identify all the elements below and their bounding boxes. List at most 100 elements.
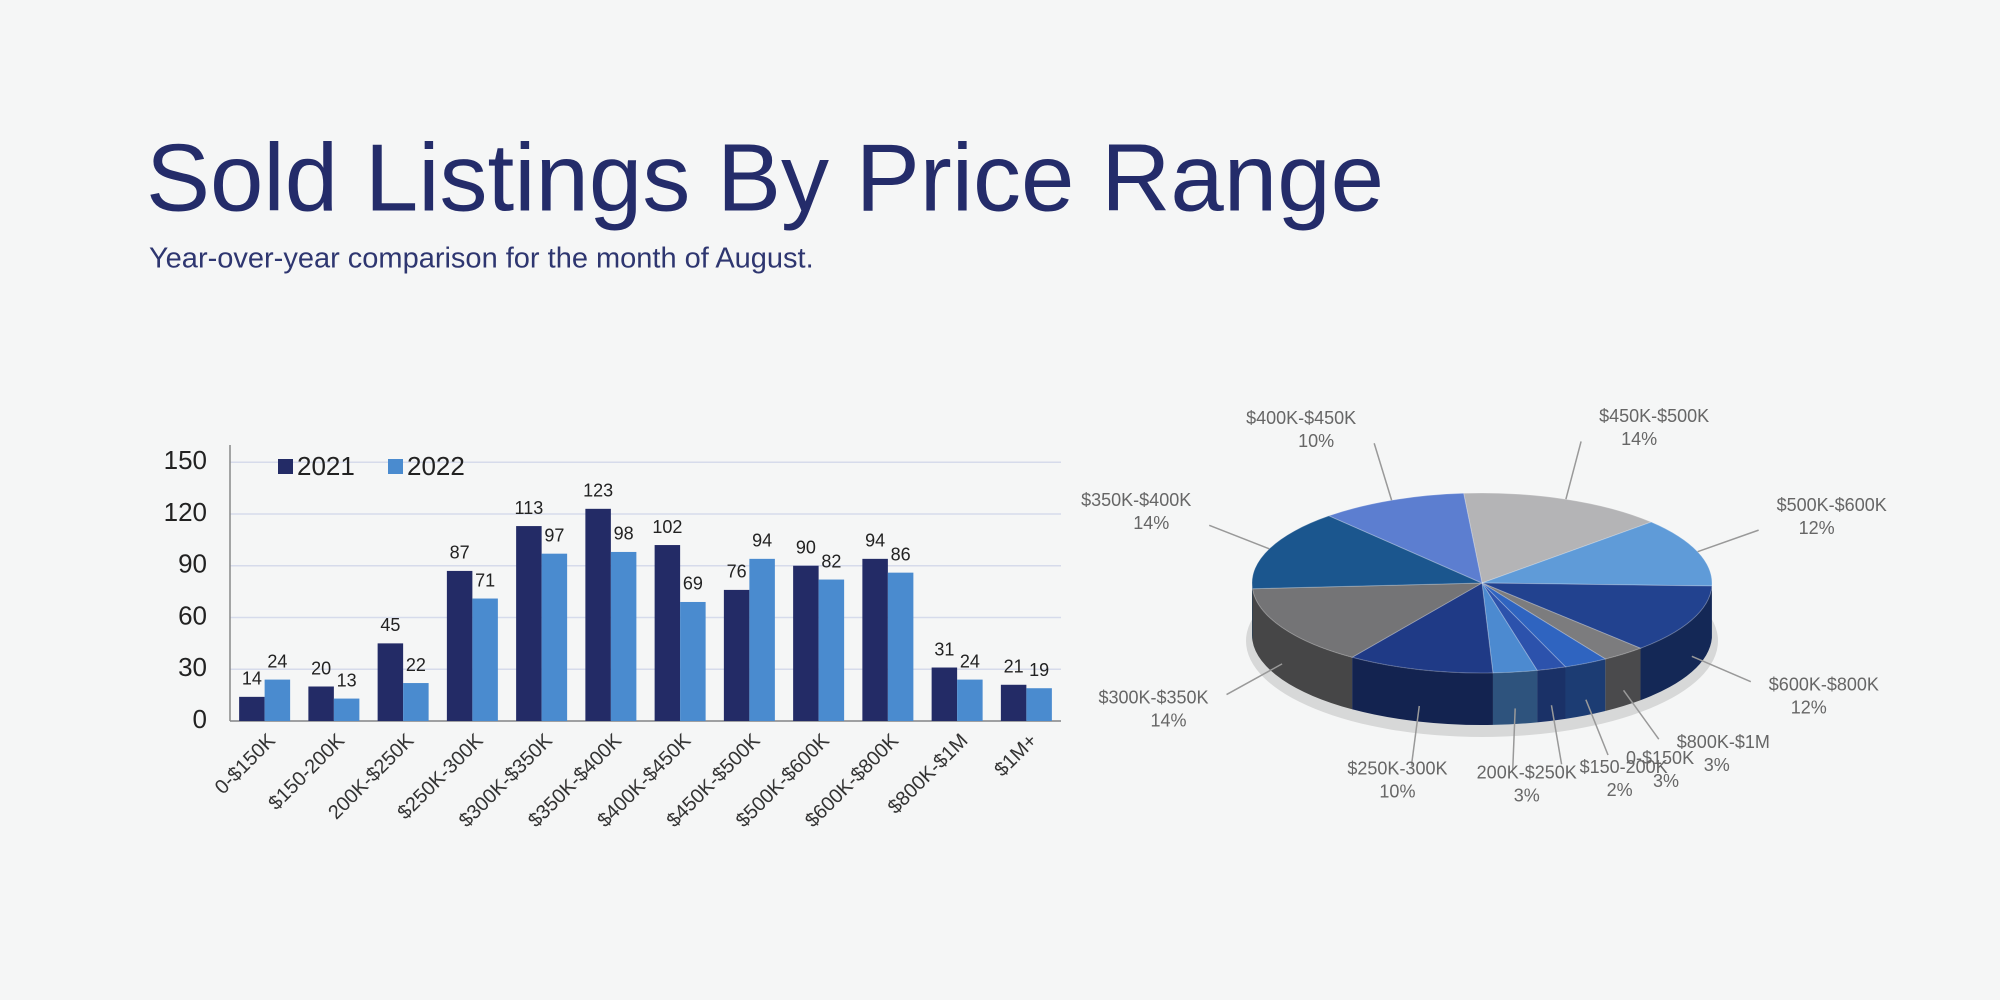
- data-label: 94: [752, 531, 772, 551]
- pie-side: [1537, 666, 1566, 723]
- bar: [723, 589, 750, 721]
- pie-slice: [1481, 582, 1567, 671]
- y-tick-label: 120: [164, 497, 207, 527]
- bar: [610, 551, 637, 721]
- leader-line: [1550, 705, 1563, 765]
- pie-slice: [1463, 492, 1653, 584]
- leader-line: [1373, 443, 1393, 501]
- bar: [541, 553, 568, 721]
- data-label: 22: [406, 655, 426, 675]
- bar: [446, 570, 473, 721]
- legend-label: 2022: [407, 451, 465, 481]
- pie-label: 0-$150K: [1626, 748, 1694, 768]
- data-label: 21: [1004, 657, 1024, 677]
- pie-percent: 14%: [1151, 710, 1187, 730]
- bar: [680, 601, 706, 721]
- bar: [654, 545, 681, 721]
- pie-label: $300K-$350K: [1098, 687, 1208, 707]
- pie-slice: [1350, 582, 1494, 674]
- data-label: 24: [960, 651, 980, 671]
- data-label: 71: [475, 570, 495, 590]
- y-tick-label: 0: [193, 704, 207, 734]
- bar: [931, 667, 958, 721]
- pie-side: [1640, 586, 1712, 701]
- data-label: 98: [614, 524, 634, 544]
- bar: [472, 598, 498, 721]
- data-label: 94: [865, 531, 885, 551]
- data-label: 113: [515, 498, 544, 518]
- data-label: 90: [796, 538, 816, 558]
- bar: [308, 686, 334, 721]
- leader-line: [1511, 708, 1516, 770]
- pie-percent: 14%: [1621, 429, 1657, 449]
- pie-side: [1492, 670, 1538, 725]
- bar: [1000, 684, 1027, 721]
- leader-line: [1565, 441, 1582, 500]
- pie-percent: 10%: [1298, 431, 1334, 451]
- pie-slice: [1481, 582, 1607, 668]
- pie-percent: 3%: [1653, 771, 1679, 791]
- bar: [818, 579, 845, 721]
- pie-percent: 10%: [1379, 781, 1415, 801]
- pie-slice: [1481, 582, 1642, 660]
- bar: [239, 696, 265, 721]
- data-label: 86: [891, 544, 911, 564]
- data-label: 19: [1029, 660, 1049, 680]
- bar: [957, 679, 983, 721]
- bar: [516, 526, 542, 721]
- data-label: 76: [727, 562, 747, 582]
- data-label: 82: [821, 551, 841, 571]
- data-label: 97: [544, 525, 564, 545]
- y-tick-label: 30: [178, 652, 207, 682]
- bar: [749, 558, 775, 721]
- leader-line: [1208, 524, 1270, 550]
- data-label: 24: [267, 651, 287, 671]
- pie-percent: 12%: [1799, 518, 1835, 538]
- page-subtitle: Year-over-year comparison for the month …: [149, 243, 814, 275]
- pie-label: $250K-300K: [1347, 758, 1447, 778]
- pie-slice: [1251, 515, 1483, 590]
- pie-slice: [1251, 582, 1483, 658]
- legend-label: 2021: [297, 451, 355, 481]
- pie-percent: 14%: [1133, 513, 1169, 533]
- y-tick-label: 90: [178, 549, 207, 579]
- pie-slice: [1481, 582, 1538, 674]
- y-tick-label: 150: [164, 445, 207, 475]
- pie-label: $400K-$450K: [1246, 408, 1356, 428]
- pie-slice: [1481, 521, 1713, 587]
- pie-percent: 12%: [1791, 697, 1827, 717]
- bar: [862, 558, 888, 721]
- data-label: 87: [450, 543, 470, 563]
- pie-label: 200K-$250K: [1477, 763, 1577, 783]
- data-label: 69: [683, 574, 703, 594]
- bar: [887, 572, 914, 721]
- pie-label: $150-200K: [1580, 757, 1668, 777]
- data-label: 102: [652, 517, 682, 537]
- pie-percent: 3%: [1704, 755, 1730, 775]
- leader-line: [1697, 529, 1759, 553]
- leader-line: [1585, 699, 1609, 756]
- page-title: Sold Listings By Price Range: [146, 124, 1384, 231]
- data-label: 14: [242, 669, 262, 689]
- bar: [403, 683, 429, 721]
- legend-swatch: [388, 459, 403, 474]
- bar: [377, 643, 404, 721]
- pie-slice: [1481, 582, 1713, 649]
- pie-label: $600K-$800K: [1769, 674, 1879, 694]
- bar: [1026, 688, 1052, 721]
- pie-side: [1252, 588, 1353, 710]
- pie-side: [1605, 648, 1641, 711]
- pie-label: $500K-$600K: [1777, 495, 1887, 515]
- pie-label: $800K-$1M: [1677, 732, 1770, 752]
- leader-line: [1691, 655, 1752, 683]
- data-label: 13: [337, 670, 357, 690]
- data-label: 123: [583, 481, 613, 501]
- bar: [333, 698, 360, 721]
- y-tick-label: 60: [178, 600, 207, 630]
- pie-side: [1352, 657, 1493, 725]
- pie-percent: 3%: [1514, 786, 1540, 806]
- pie-percent: 2%: [1607, 780, 1633, 800]
